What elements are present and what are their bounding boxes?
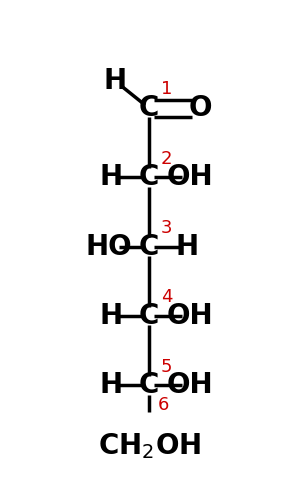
Text: 4: 4 bbox=[161, 288, 172, 306]
Text: C: C bbox=[139, 232, 159, 260]
Text: 1: 1 bbox=[161, 80, 172, 98]
Text: OH: OH bbox=[166, 164, 213, 192]
Text: C: C bbox=[139, 164, 159, 192]
Text: C: C bbox=[139, 372, 159, 400]
Text: H: H bbox=[99, 164, 122, 192]
Text: H: H bbox=[176, 232, 199, 260]
Text: H: H bbox=[104, 67, 127, 95]
Text: O: O bbox=[189, 94, 212, 122]
Text: CH$_2$OH: CH$_2$OH bbox=[97, 431, 201, 460]
Text: OH: OH bbox=[166, 372, 213, 400]
Text: OH: OH bbox=[166, 302, 213, 330]
Text: 5: 5 bbox=[161, 358, 172, 376]
Text: 2: 2 bbox=[161, 150, 172, 168]
Text: H: H bbox=[99, 372, 122, 400]
Text: 6: 6 bbox=[158, 396, 170, 414]
Text: HO: HO bbox=[85, 232, 132, 260]
Text: C: C bbox=[139, 94, 159, 122]
Text: 3: 3 bbox=[161, 219, 172, 237]
Text: H: H bbox=[99, 302, 122, 330]
Text: C: C bbox=[139, 302, 159, 330]
